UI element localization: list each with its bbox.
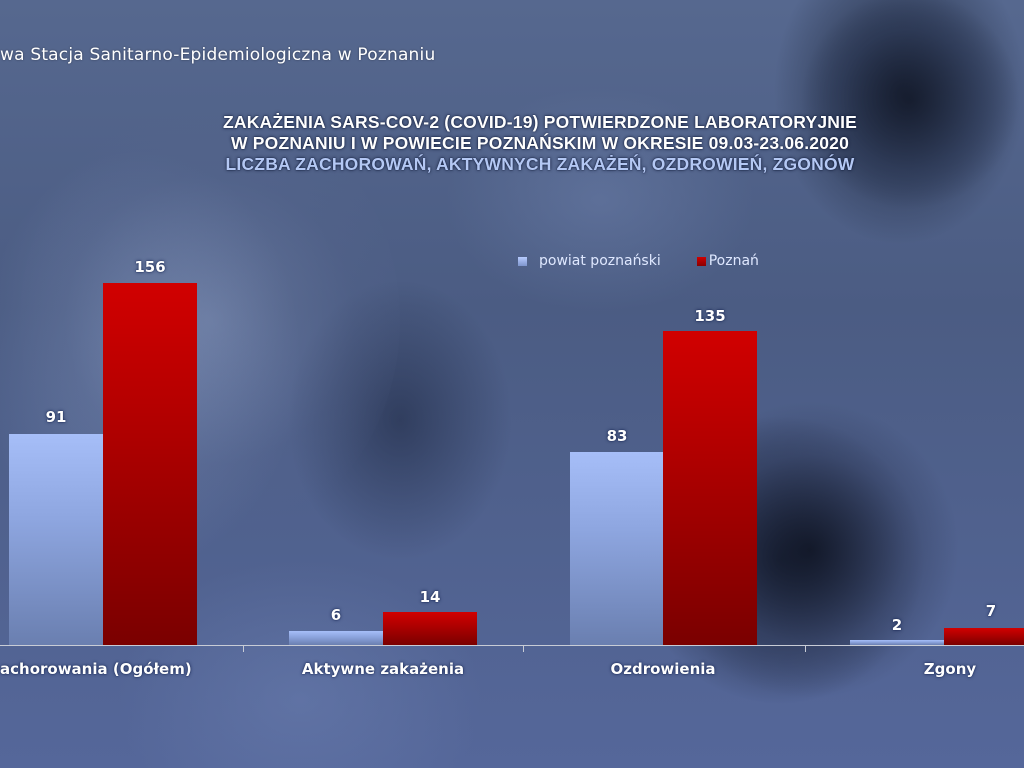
legend-item-poznan: Poznań bbox=[696, 253, 759, 269]
x-axis-tick bbox=[243, 646, 244, 652]
x-axis-category-label: Ozdrowienia bbox=[610, 660, 716, 678]
value-label: 2 bbox=[891, 616, 903, 634]
value-label: 6 bbox=[330, 606, 342, 624]
value-label: 135 bbox=[694, 307, 726, 325]
bar-poznan-zgony bbox=[944, 628, 1024, 645]
virus-decoration bbox=[800, 0, 1020, 210]
x-axis-category-label: Zgony bbox=[923, 660, 977, 678]
x-axis-category-label: achorowania (Ogółem) bbox=[0, 660, 192, 678]
legend-label: Poznań bbox=[708, 253, 759, 269]
bar-powiat-ozdrowienia bbox=[570, 452, 663, 645]
value-label: 156 bbox=[134, 258, 166, 276]
organization-name: wa Stacja Sanitarno-Epidemiologiczna w P… bbox=[0, 45, 436, 65]
bar-powiat-zachorowania bbox=[9, 434, 103, 645]
value-label: 14 bbox=[419, 588, 441, 606]
bar-poznan-zachorowania bbox=[103, 283, 197, 645]
bar-powiat-aktywne bbox=[289, 631, 383, 645]
title-line-1: ZAKAŻENIA SARS-COV-2 (COVID-19) POTWIERD… bbox=[222, 112, 858, 132]
bar-poznan-ozdrowienia bbox=[663, 331, 757, 645]
bar-poznan-aktywne bbox=[383, 612, 477, 645]
value-label: 91 bbox=[45, 408, 67, 426]
x-axis-category-label: Aktywne zakażenia bbox=[301, 660, 465, 678]
bar-powiat-zgony bbox=[850, 640, 944, 645]
legend-swatch-blue-icon bbox=[518, 256, 527, 266]
chart-title: ZAKAŻENIA SARS-COV-2 (COVID-19) POTWIERD… bbox=[100, 112, 980, 175]
x-axis-tick bbox=[805, 646, 806, 652]
legend-item-powiat: powiat poznański bbox=[518, 253, 661, 269]
x-axis-tick bbox=[523, 646, 524, 652]
x-axis-line bbox=[0, 645, 1024, 646]
title-line-2: W POZNANIU I W POWIECIE POZNAŃSKIM W OKR… bbox=[230, 133, 850, 153]
title-line-3: LICZBA ZACHOROWAŃ, AKTYWNYCH ZAKAŻEŃ, OZ… bbox=[225, 154, 855, 174]
value-label: 83 bbox=[606, 427, 628, 445]
chart-legend: powiat poznański Poznań bbox=[518, 253, 795, 269]
legend-swatch-red-icon bbox=[696, 256, 706, 266]
value-label: 7 bbox=[985, 602, 997, 620]
legend-label: powiat poznański bbox=[539, 253, 661, 269]
